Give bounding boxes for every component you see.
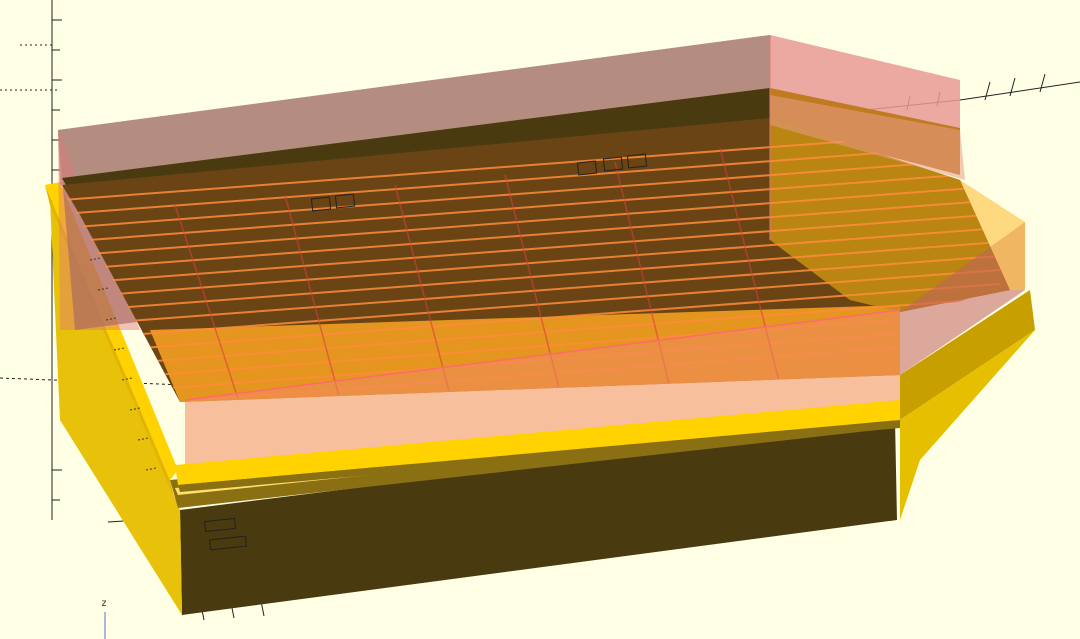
left-wall-ticks (89, 257, 157, 471)
z-axis-label: z (101, 598, 108, 609)
front-rim[interactable] (175, 400, 900, 492)
right-ghost-wall (769, 35, 965, 240)
mounting-slots (204, 153, 648, 551)
funnel-spout[interactable] (900, 180, 1035, 520)
front-ghost-wall[interactable] (184, 309, 901, 470)
base-front-face (180, 420, 897, 615)
